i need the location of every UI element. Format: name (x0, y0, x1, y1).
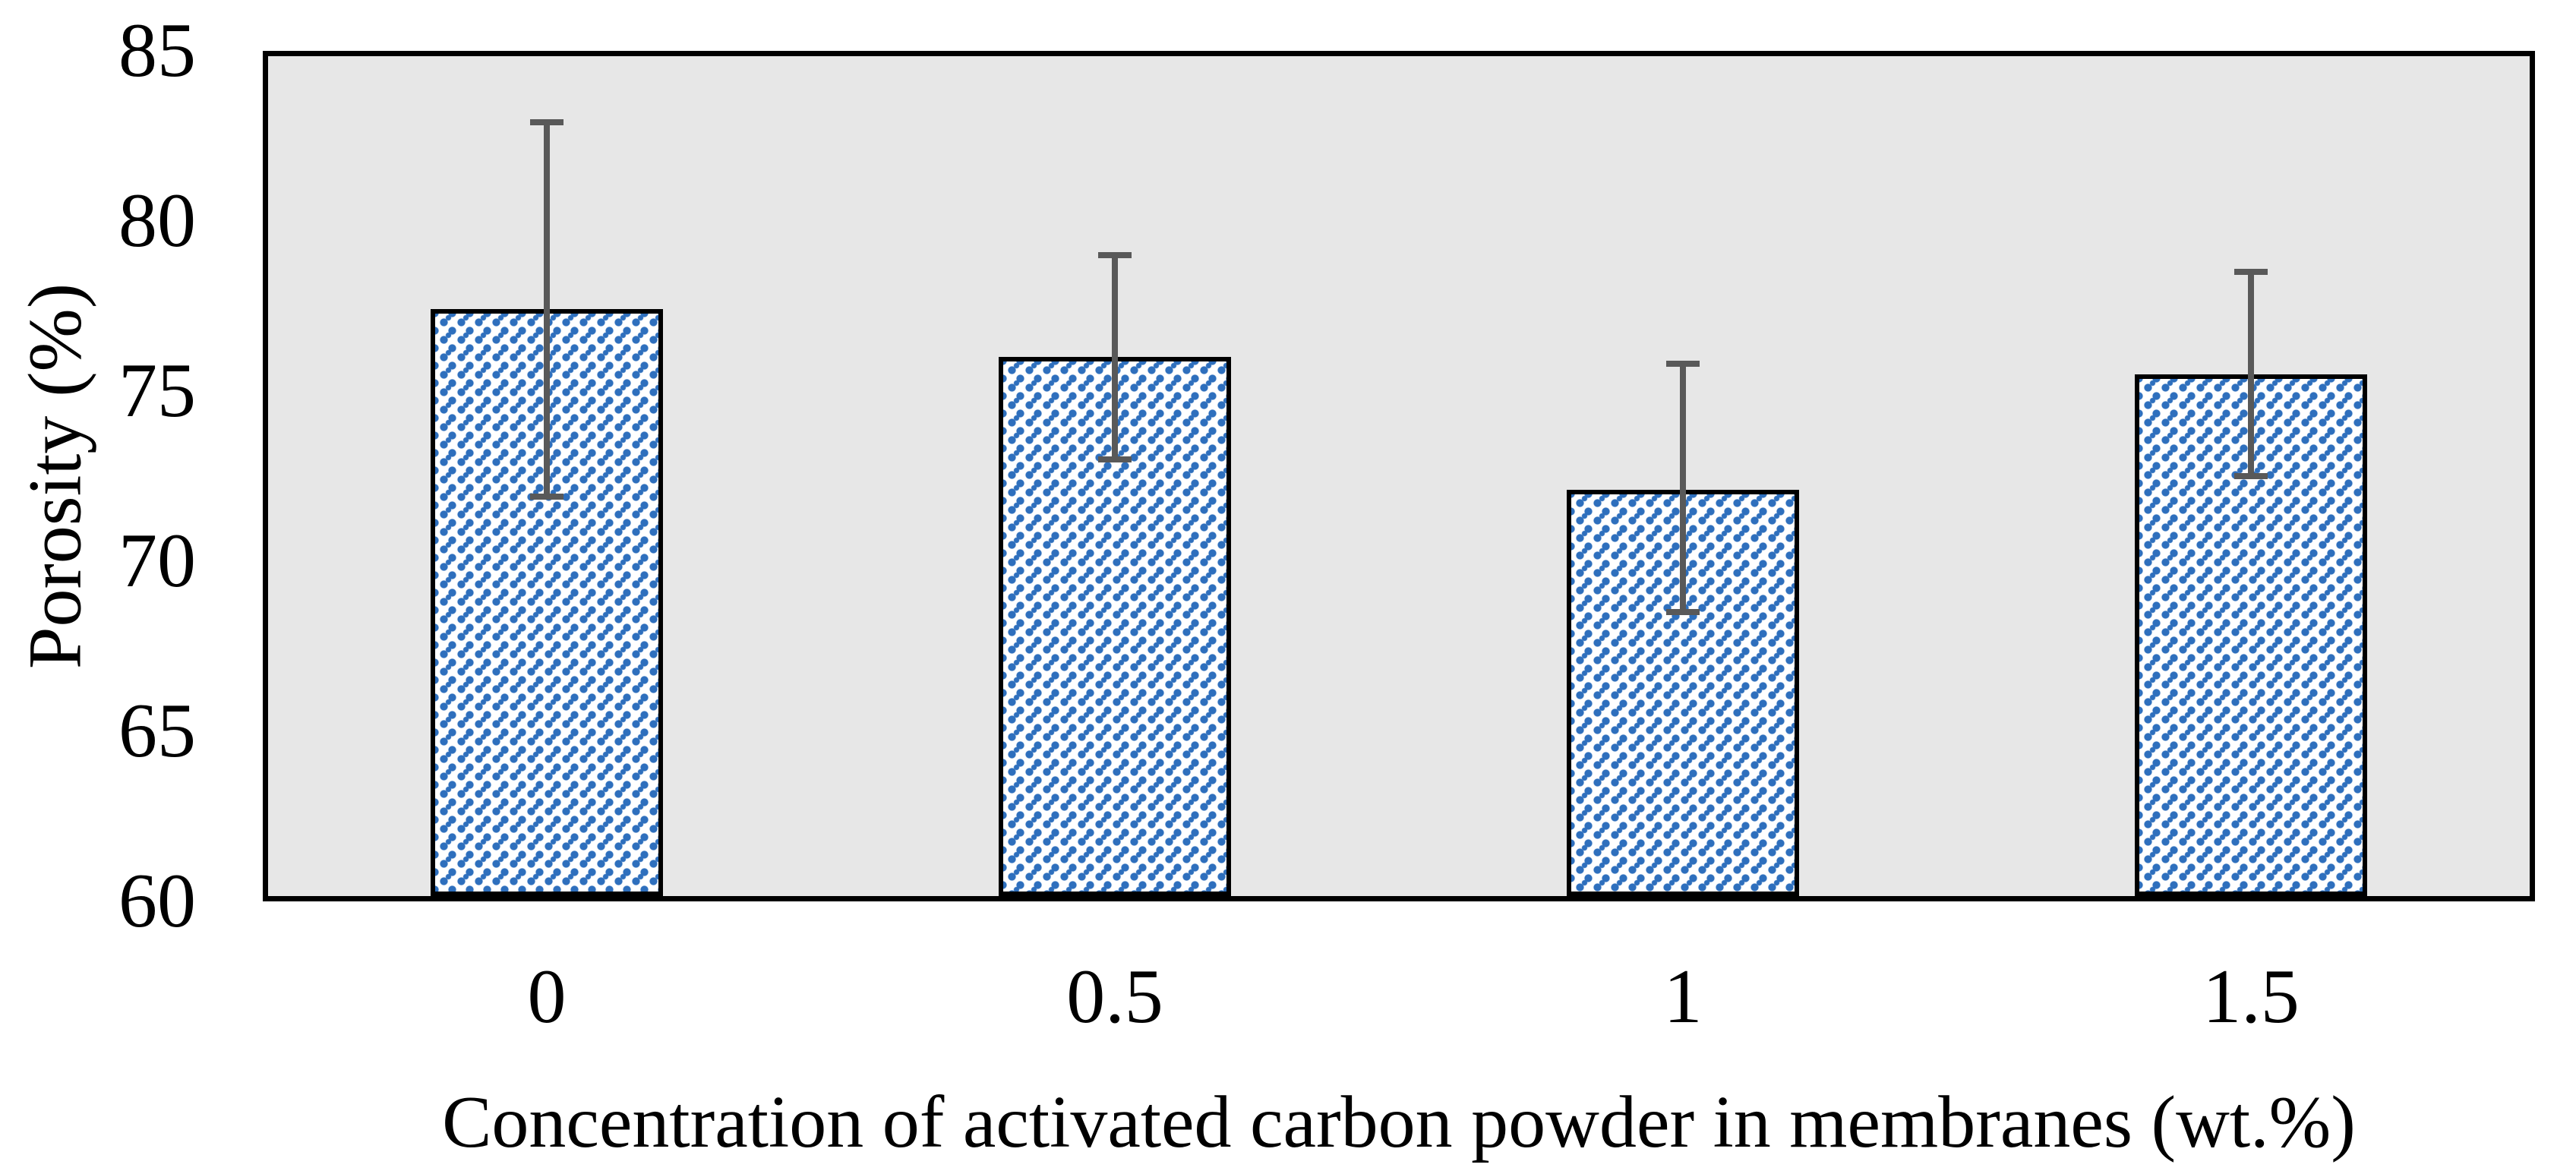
error-bar-cap-bottom (1666, 609, 1700, 616)
error-bar-cap-top (1098, 251, 1132, 258)
y-tick-label: 60 (118, 858, 196, 944)
x-tick-label: 0 (527, 954, 567, 1040)
y-tick-label: 70 (118, 518, 196, 604)
x-axis-title: Concentration of activated carbon powder… (442, 1081, 2356, 1163)
error-bar-line (1112, 254, 1118, 459)
error-bar-line (2248, 272, 2254, 476)
y-tick-label: 75 (118, 348, 196, 434)
y-tick-label: 85 (118, 8, 196, 93)
error-bar-cap-top (530, 119, 564, 126)
y-tick-label: 65 (118, 688, 196, 774)
x-tick-label: 0.5 (1066, 954, 1163, 1040)
error-bar-cap-top (2234, 269, 2268, 276)
y-tick-label: 80 (118, 178, 196, 264)
error-bar-cap-top (1666, 361, 1700, 368)
bar (1567, 489, 1799, 896)
y-axis-title: Porosity (%) (12, 282, 97, 670)
error-bar-cap-bottom (1098, 456, 1132, 462)
error-bar-line (1680, 364, 1686, 613)
x-tick-label: 1 (1663, 954, 1703, 1040)
x-tick-label: 1.5 (2202, 954, 2300, 1040)
error-bar-cap-bottom (530, 493, 564, 500)
error-bar-cap-bottom (2234, 473, 2268, 479)
error-bar-line (544, 122, 550, 497)
